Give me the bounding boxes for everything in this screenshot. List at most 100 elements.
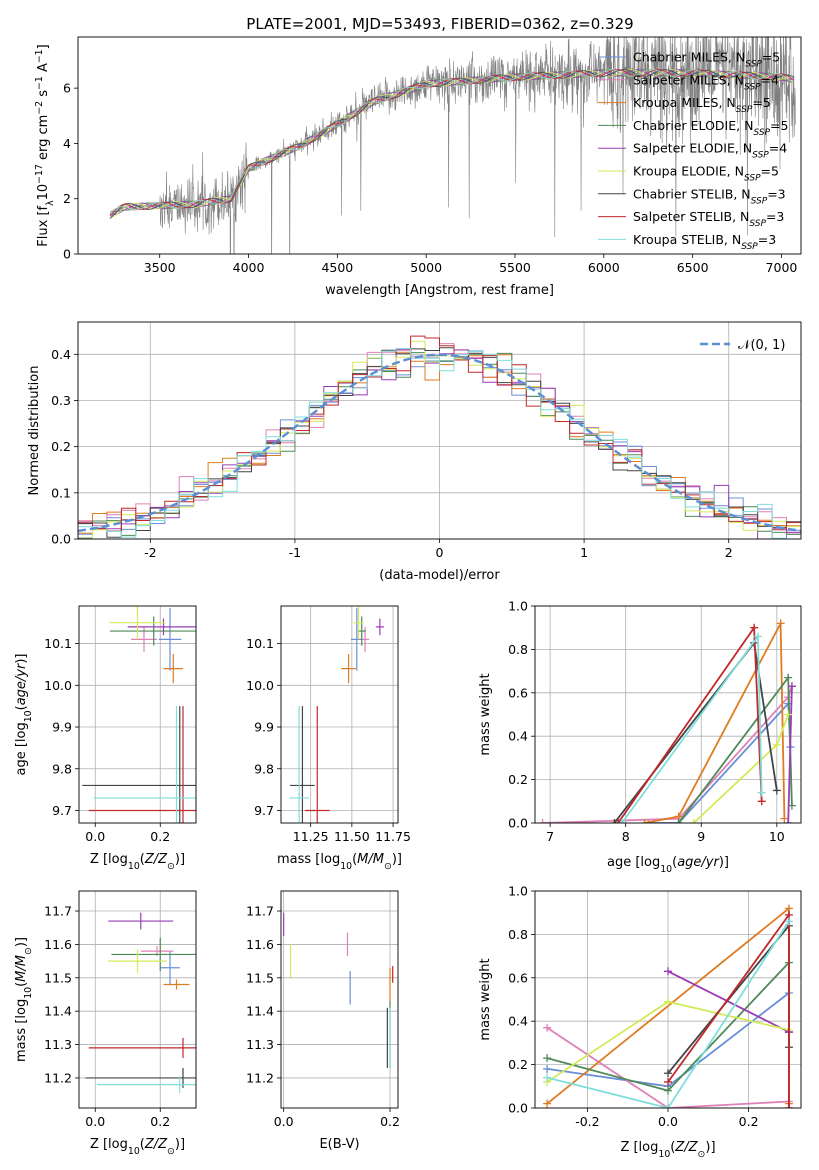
y-tick-label: 0.1 [51,485,71,500]
series-marker [757,797,766,806]
normal-curve [78,353,801,533]
histogram-x-label: (data-model)/error [379,568,500,583]
mass_weight_vs_age-y-label: mass weight [478,673,493,755]
mass_weight_vs_Z-plot [543,904,793,1108]
series-marker [664,1104,672,1108]
y-tick-label: 0.4 [51,347,71,362]
x-tick-label: 11.75 [375,829,411,844]
age_vs_mass-plot [289,606,384,823]
legend-label-2: Salpeter MILES, NSSP=4 [633,72,779,92]
x-tick-label: 7000 [766,260,798,275]
spectrum-y-label: Flux [fλ10−17 erg cm−2 s−1 A−1] [34,44,56,246]
x-tick-label: 0.0 [85,829,105,844]
histogram-step-9 [78,348,801,539]
x-tick-label: 11.25 [293,829,329,844]
series-marker [640,819,649,823]
y-tick-label: 11.7 [44,904,72,919]
x-tick-label: 4000 [233,260,265,275]
series-marker [664,1069,672,1078]
series-marker [543,1073,552,1082]
y-tick-label: 0.6 [508,685,528,700]
age_vs_mass-x-label: mass [log10(M/M⊙)] [277,852,402,872]
y-tick-label: 0.2 [51,439,71,454]
histogram-plot [78,335,801,539]
y-tick-label: 0.6 [508,970,528,985]
series-marker [664,1086,672,1095]
series-marker [784,917,793,926]
mass_weight_vs_Z-frame [534,890,802,1109]
legend-label-1: Chabrier MILES, NSSP=5 [633,50,780,70]
x-tick-label: 4500 [321,260,353,275]
age_vs_Z-plot [82,606,196,823]
mass_weight_vs_Z-x-label: Z [log10(Z/Z⊙)] [620,1140,715,1160]
spectrum-model-line-9 [109,69,795,214]
series-line-4 [677,675,793,823]
y-tick-label: 0 [63,247,71,262]
series-marker [753,632,762,641]
series-line-5 [787,686,793,823]
y-tick-label: 11.5 [246,970,274,985]
x-tick-label: 0.0 [274,1114,294,1129]
legend-label-8: Salpeter STELIB, NSSP=3 [633,209,784,229]
mass_vs_Z-plot [85,912,196,1093]
y-tick-label: 0.3 [51,393,71,408]
series-marker [538,819,547,823]
y-tick-label: 9.7 [52,803,72,818]
series-marker [543,1064,552,1073]
series-marker [543,1099,552,1108]
y-tick-label: 10.1 [44,636,72,651]
series-marker [784,819,793,823]
y-tick-label: 0.0 [508,816,528,831]
series-marker [780,814,789,823]
histogram-y-label: Normed distribution [27,366,42,496]
y-tick-label: 11.5 [44,970,72,985]
x-tick-label: 0.0 [85,1114,105,1129]
mass_weight_vs_age-plot [538,619,796,823]
y-tick-label: 11.2 [246,1070,274,1085]
mass_vs_Z-frame [78,890,197,1109]
series-line-1 [648,701,792,823]
y-tick-label: 9.8 [52,761,72,776]
mass_weight_vs_Z-axes: -0.2 0.0 0.2 0.0 0.2 0.4 0.6 0.8 1.0 [508,884,801,1129]
x-tick-label: -1 [289,545,301,560]
series-marker [750,623,759,632]
legend-label-9: Kroupa STELIB, NSSP=3 [633,232,776,252]
series-line-2 [542,686,793,823]
y-tick-label: 11.3 [246,1037,274,1052]
legend-label-3: Kroupa MILES, NSSP=5 [633,95,771,115]
histogram-frame [77,321,802,540]
series-line-3 [644,619,786,823]
series-marker [674,819,683,823]
y-tick-label: 0.8 [508,642,528,657]
mass_weight_vs_age-axes: 7 8 9 10 0.0 0.2 0.4 0.6 0.8 1.0 [508,599,801,844]
y-tick-label: 0.4 [508,729,528,744]
series-marker [784,1104,793,1108]
mass_vs_EBV-plot [283,912,394,1068]
spectrum-model-line-5 [109,69,795,216]
series-marker [787,682,796,691]
mass_vs_Z-axes: 0.0 0.2 11.2 11.3 11.4 11.5 11.6 11.7 [44,891,196,1129]
x-tick-label: 9 [697,829,705,844]
x-tick-label: -0.2 [575,1114,599,1129]
x-tick-label: 3500 [144,260,176,275]
spectrum-model-line-8 [109,69,795,217]
y-tick-label: 9.9 [254,720,274,735]
mass_vs_Z-x-label: Z [log10(Z/Z⊙)] [90,1137,185,1157]
y-tick-label: 9.8 [254,761,274,776]
x-tick-label: 6500 [677,260,709,275]
x-tick-label: 0.2 [380,1114,400,1129]
y-tick-label: 11.3 [44,1037,72,1052]
x-tick-label: 0.2 [150,829,170,844]
age_vs_mass-frame [280,605,399,824]
series-marker [757,788,766,797]
legend-label-6: Kroupa ELODIE, NSSP=5 [633,164,779,184]
histogram-step-7 [78,347,801,538]
x-tick-label: 5000 [410,260,442,275]
y-tick-label: 9.9 [52,720,72,735]
y-tick-label: 1.0 [508,884,528,899]
age_vs_Z-x-label: Z [log10(Z/Z⊙)] [90,852,185,872]
y-tick-label: 0.2 [508,1057,528,1072]
age_vs_Z-axes: 0.0 0.2 9.7 9.8 9.9 10.0 10.1 [44,606,196,844]
